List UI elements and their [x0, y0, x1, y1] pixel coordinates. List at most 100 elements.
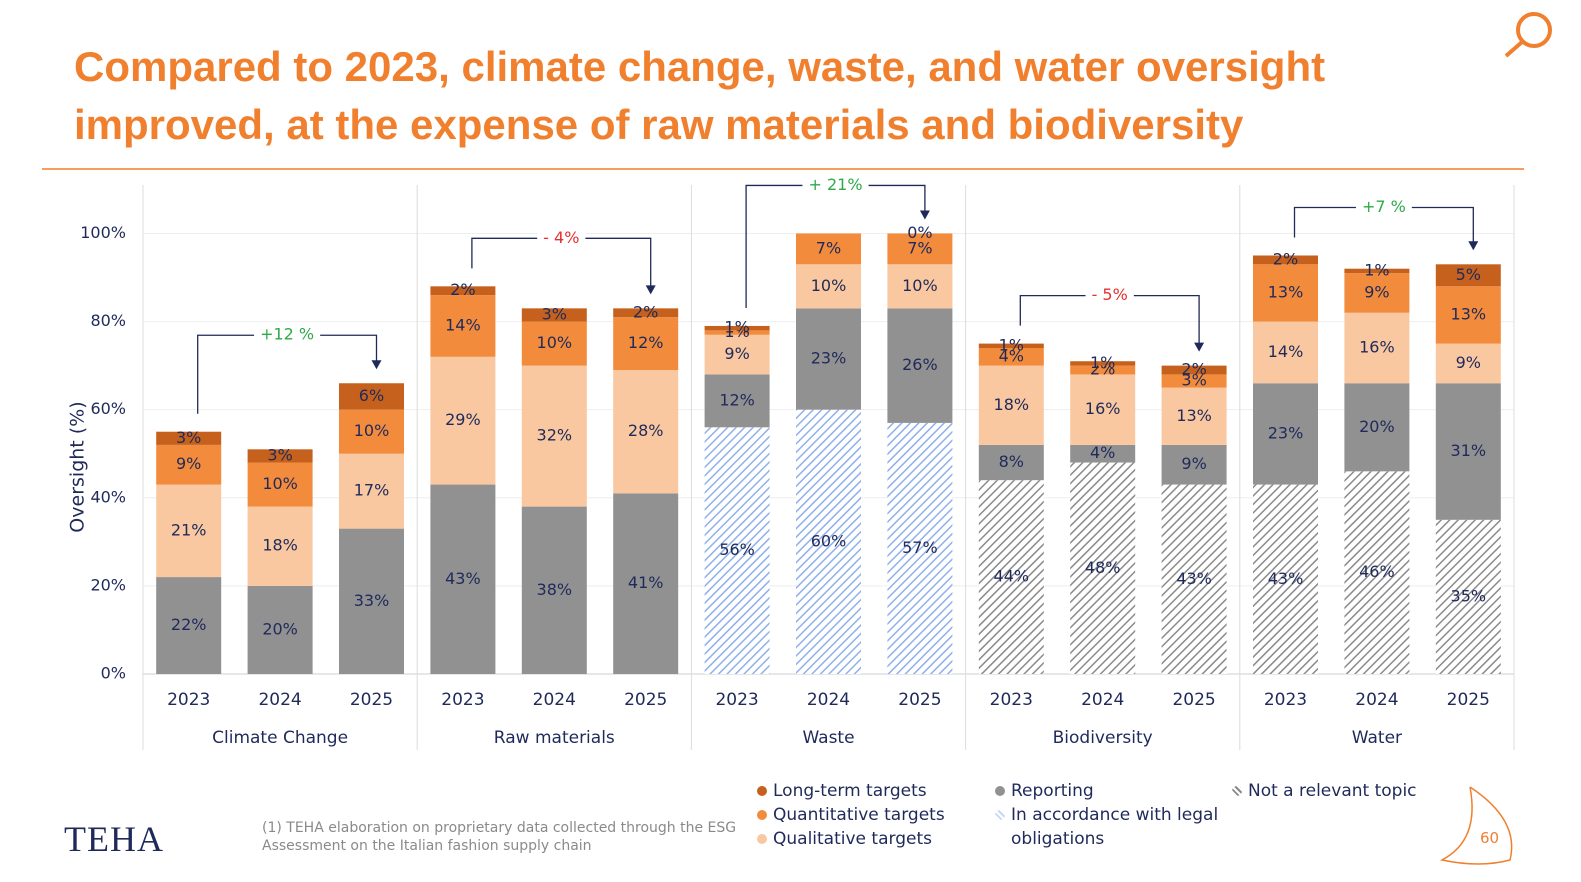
bar-segment — [521, 506, 587, 674]
data-label: 28% — [628, 421, 664, 440]
data-label: 48% — [1085, 558, 1121, 577]
data-label: 2% — [1181, 360, 1206, 379]
bar-segment — [613, 370, 679, 494]
x-tick-label: 2024 — [1081, 690, 1124, 710]
legend-label: Quantitative targets — [773, 805, 945, 825]
legend-marker — [1232, 786, 1242, 796]
data-label: 29% — [445, 410, 481, 429]
data-label: 14% — [1268, 342, 1304, 361]
title: Compared to 2023, climate change, waste,… — [74, 43, 1326, 148]
change-label: +7 % — [1362, 197, 1406, 216]
data-label: 56% — [719, 540, 755, 559]
bar-segment — [704, 330, 770, 335]
bar-segment — [521, 365, 587, 507]
data-label: 10% — [262, 474, 298, 493]
bar-segment — [339, 528, 404, 674]
data-label: 9% — [1456, 353, 1481, 372]
x-tick-label: 2025 — [898, 690, 941, 710]
change-label-bg — [802, 174, 869, 194]
data-label: 43% — [1176, 569, 1212, 588]
data-label: 2% — [450, 280, 475, 299]
data-label: 13% — [1451, 304, 1487, 323]
data-label: 3% — [542, 304, 567, 323]
legend-label: In accordance with legal obligations — [1011, 805, 1219, 849]
legend-label: Long-term targets — [773, 781, 927, 801]
data-label: 10% — [902, 276, 938, 295]
bar-segment — [1070, 365, 1136, 375]
data-label: 31% — [1451, 441, 1487, 460]
bar-segment — [887, 233, 953, 265]
legend-marker — [757, 834, 767, 844]
bar-segment — [796, 264, 861, 309]
data-label: 9% — [724, 344, 749, 363]
x-tick-label: 2023 — [990, 690, 1033, 710]
legend-marker — [757, 810, 767, 820]
change-arrow — [371, 360, 382, 370]
data-label: 1% — [724, 318, 749, 337]
bar-segment — [1435, 343, 1501, 384]
data-label: 26% — [902, 355, 938, 374]
footnote: (1) TEHA elaboration on proprietary data… — [262, 820, 737, 854]
data-label: 13% — [1176, 406, 1212, 425]
bar-segment — [704, 325, 770, 331]
data-label: 12% — [628, 333, 664, 352]
sail-icon — [1439, 786, 1513, 865]
y-tick-label: 60% — [90, 399, 126, 418]
legend-entry: Not a relevant topic — [1232, 779, 1460, 803]
bar-segment — [156, 577, 222, 674]
data-label: 46% — [1359, 562, 1395, 581]
bar-segment — [1070, 462, 1136, 674]
x-tick-label: 2025 — [350, 690, 393, 710]
data-label: 43% — [1268, 569, 1304, 588]
bar-segment — [1253, 255, 1318, 265]
x-tick-label: 2024 — [807, 690, 850, 710]
bar-segment — [339, 453, 404, 529]
data-label: 22% — [171, 615, 207, 634]
bar-segment — [1253, 321, 1318, 384]
legend-entry: Qualitative targets — [757, 827, 985, 851]
y-axis-label: Oversight (%) — [67, 401, 89, 532]
data-label: 3% — [176, 428, 201, 447]
bar-segment — [1344, 471, 1410, 674]
bar-segment — [339, 409, 404, 454]
bar-segment — [887, 264, 953, 309]
data-label: 18% — [994, 395, 1030, 414]
bar-segment — [704, 427, 770, 674]
bar-segment — [1161, 374, 1227, 388]
bar-segment — [796, 308, 861, 410]
data-label: 0% — [907, 223, 932, 242]
bar-segment — [430, 484, 496, 674]
page-number: 60 — [1480, 829, 1500, 847]
change-label-bg — [1355, 196, 1412, 216]
bar-segment — [1344, 273, 1410, 313]
x-tick-label: 2024 — [533, 690, 576, 710]
bar-segment — [1161, 484, 1227, 674]
bar-segment — [247, 449, 313, 463]
bar-segment — [887, 308, 953, 423]
group-label: Biodiversity — [1053, 728, 1153, 748]
group-label: Water — [1352, 728, 1402, 748]
data-label: 4% — [999, 346, 1024, 365]
bar-segment — [796, 233, 861, 265]
data-label: 43% — [445, 569, 481, 588]
change-label: +12 % — [260, 325, 314, 344]
x-tick-label: 2025 — [624, 690, 667, 710]
bar-segment — [978, 480, 1044, 674]
legend-marker — [995, 810, 1005, 820]
data-label: 4% — [1090, 443, 1115, 462]
legend-entry: Long-term targets — [757, 779, 985, 803]
x-tick-label: 2023 — [715, 690, 758, 710]
data-label: 60% — [811, 531, 847, 550]
data-label: 1% — [1364, 260, 1389, 279]
bar-segment — [247, 462, 313, 507]
legend-label: Not a relevant topic — [1248, 781, 1417, 801]
bar-segment — [1344, 383, 1410, 472]
bar-segment — [1253, 484, 1318, 674]
data-label: 9% — [1181, 454, 1206, 473]
bar-segment — [887, 422, 953, 674]
x-tick-label: 2023 — [1264, 690, 1307, 710]
data-label: 35% — [1451, 586, 1487, 605]
data-label: 3% — [1181, 371, 1206, 390]
change-label-bg — [254, 324, 321, 344]
